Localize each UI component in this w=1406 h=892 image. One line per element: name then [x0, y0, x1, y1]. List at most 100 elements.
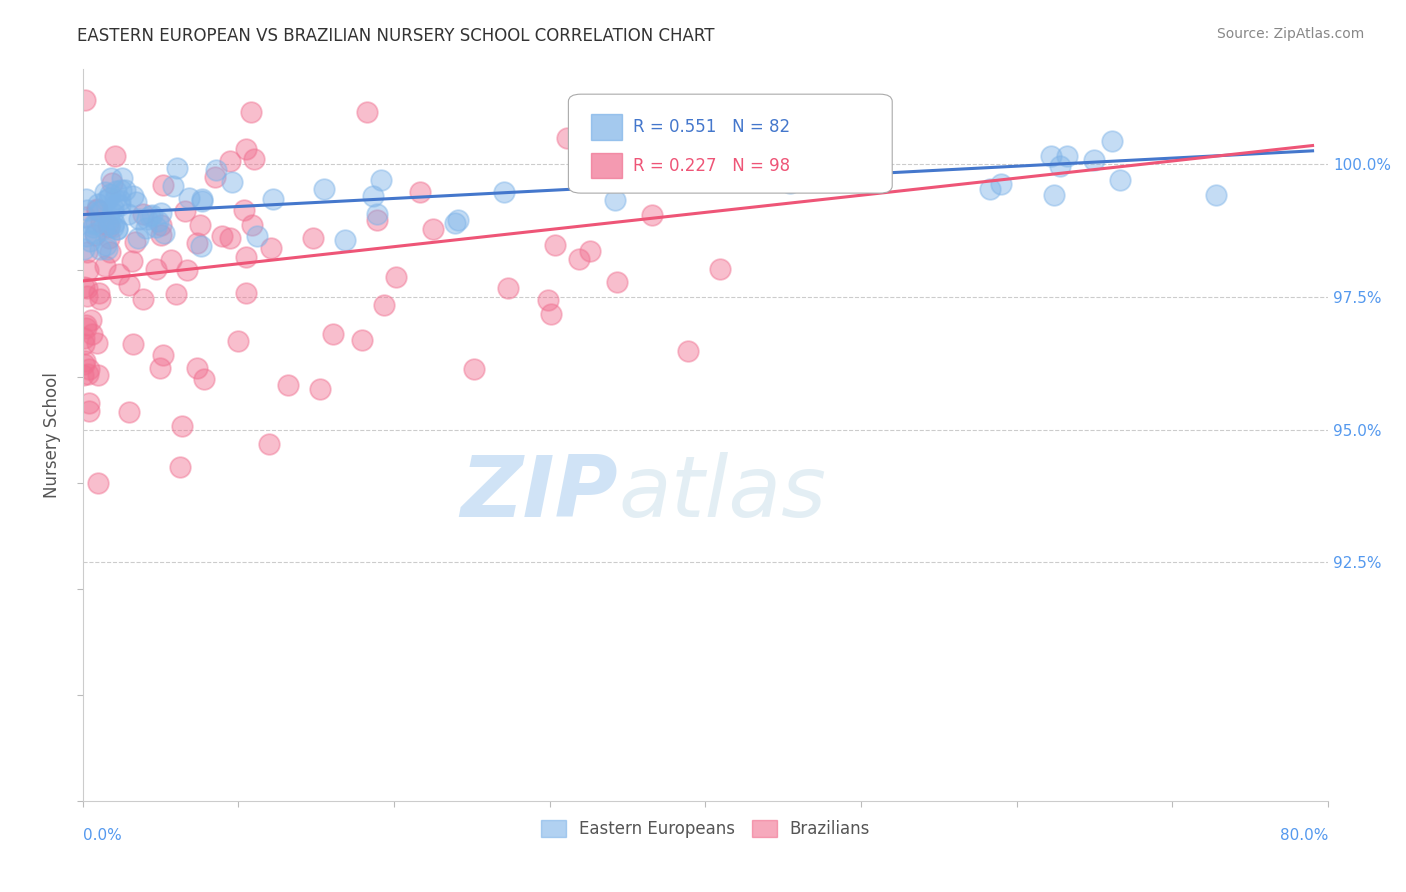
- Point: [579, 244, 602, 258]
- Point: [98, 211, 121, 226]
- Point: [82, 219, 104, 234]
- Point: [188, 219, 211, 233]
- Point: [186, 361, 208, 376]
- Point: [103, 220, 125, 235]
- Point: [262, 192, 284, 206]
- Point: [77, 403, 100, 417]
- Point: [555, 131, 578, 145]
- Point: [108, 198, 131, 212]
- Point: [361, 188, 384, 202]
- Point: [174, 204, 197, 219]
- Point: [444, 216, 467, 230]
- Point: [98, 231, 121, 245]
- Point: [568, 252, 591, 266]
- Point: [169, 460, 191, 475]
- Point: [463, 362, 485, 376]
- Point: [73, 330, 96, 344]
- Point: [105, 184, 128, 198]
- Point: [219, 154, 242, 169]
- Text: EASTERN EUROPEAN VS BRAZILIAN NURSERY SCHOOL CORRELATION CHART: EASTERN EUROPEAN VS BRAZILIAN NURSERY SC…: [77, 27, 714, 45]
- Point: [176, 263, 198, 277]
- Point: [165, 286, 187, 301]
- Point: [100, 176, 122, 190]
- Point: [309, 382, 332, 396]
- Point: [76, 203, 98, 218]
- Point: [235, 285, 257, 300]
- Point: [145, 262, 167, 277]
- Point: [139, 209, 162, 223]
- Point: [75, 192, 97, 206]
- Point: [80, 313, 103, 327]
- Point: [87, 285, 110, 300]
- Point: [73, 279, 96, 293]
- Point: [128, 211, 150, 226]
- Point: [108, 267, 131, 281]
- Point: [127, 231, 149, 245]
- Point: [76, 288, 98, 302]
- Point: [204, 169, 226, 184]
- Point: [235, 142, 257, 156]
- Point: [76, 245, 98, 260]
- Point: [77, 367, 100, 381]
- Point: [141, 208, 163, 222]
- Point: [834, 162, 856, 177]
- Point: [990, 177, 1012, 191]
- Point: [75, 318, 97, 332]
- Point: [260, 242, 283, 256]
- Point: [540, 307, 562, 321]
- Point: [86, 336, 108, 351]
- Point: [77, 362, 100, 376]
- Point: [162, 178, 184, 193]
- Text: 80.0%: 80.0%: [1279, 828, 1329, 843]
- Point: [709, 262, 731, 277]
- Point: [105, 222, 128, 236]
- Point: [98, 191, 121, 205]
- Point: [219, 231, 242, 245]
- Point: [83, 226, 105, 240]
- Point: [235, 250, 257, 264]
- FancyBboxPatch shape: [591, 153, 621, 178]
- Point: [87, 476, 110, 491]
- Point: [98, 217, 121, 231]
- Point: [73, 357, 96, 371]
- Point: [97, 219, 120, 234]
- Point: [205, 163, 228, 178]
- Point: [101, 205, 124, 219]
- Point: [366, 207, 388, 221]
- Point: [152, 178, 174, 192]
- Point: [322, 326, 344, 341]
- Point: [135, 212, 157, 227]
- Point: [87, 204, 110, 219]
- Point: [179, 191, 201, 205]
- Point: [98, 245, 121, 260]
- Point: [76, 263, 98, 277]
- Point: [676, 344, 699, 359]
- Point: [87, 368, 110, 382]
- Text: R = 0.227   N = 98: R = 0.227 N = 98: [633, 157, 790, 175]
- Point: [776, 152, 799, 166]
- Point: [118, 277, 141, 292]
- Point: [190, 239, 212, 253]
- Point: [117, 207, 139, 221]
- Point: [370, 173, 392, 187]
- Point: [312, 182, 335, 196]
- Point: [1043, 188, 1066, 202]
- Point: [356, 105, 378, 120]
- Point: [149, 206, 172, 220]
- Point: [170, 419, 193, 434]
- Point: [96, 242, 118, 256]
- Point: [73, 336, 96, 351]
- Point: [73, 242, 96, 256]
- Point: [301, 231, 323, 245]
- Point: [94, 259, 117, 273]
- Point: [536, 293, 558, 307]
- Point: [122, 337, 145, 351]
- Text: ZIP: ZIP: [461, 452, 619, 535]
- Point: [121, 254, 143, 268]
- Point: [422, 222, 444, 236]
- Point: [779, 177, 801, 191]
- Point: [96, 217, 118, 231]
- Point: [240, 218, 263, 232]
- Point: [73, 94, 96, 108]
- Point: [1040, 149, 1063, 163]
